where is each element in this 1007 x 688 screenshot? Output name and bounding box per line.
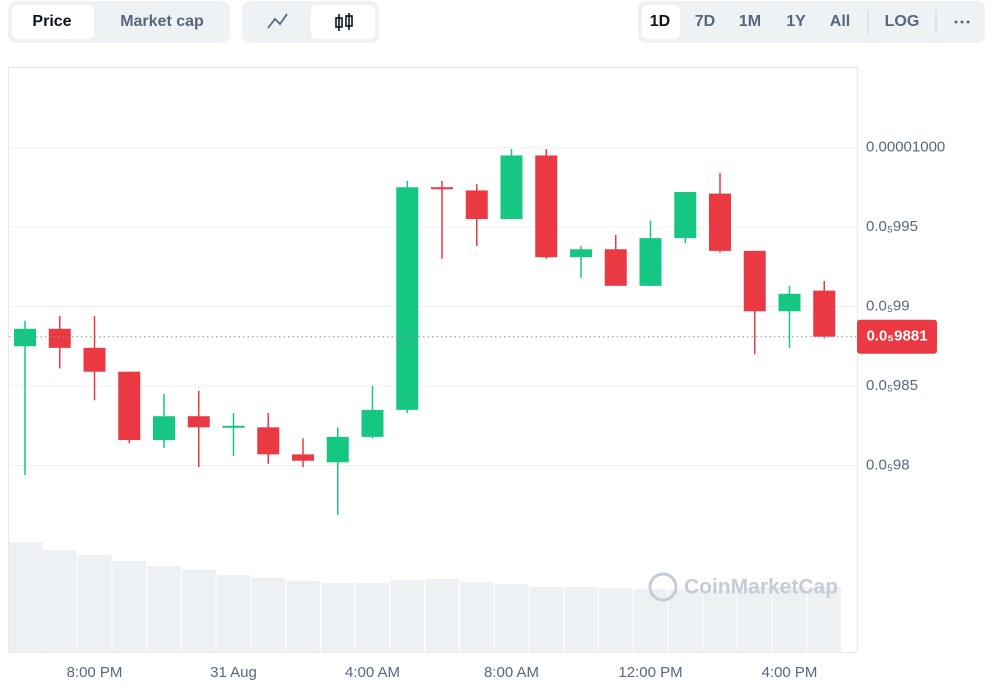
volume-bar xyxy=(9,542,43,652)
candle-body xyxy=(292,454,314,461)
range-active[interactable] xyxy=(642,5,680,39)
volume-bar xyxy=(668,590,703,652)
y-tick-label: 0.00001000 xyxy=(866,138,945,155)
tab-active[interactable] xyxy=(12,5,94,39)
frame xyxy=(8,67,858,653)
candle-body xyxy=(83,347,106,372)
volume-bar xyxy=(320,583,355,652)
volume-bar xyxy=(251,578,286,652)
current-price-label: 0.0₅9881 xyxy=(866,328,927,345)
volume-bar xyxy=(494,584,529,652)
candle-active[interactable] xyxy=(311,5,375,39)
volume-bar xyxy=(77,555,112,652)
volume-bar xyxy=(112,561,147,652)
candle-body xyxy=(778,293,801,312)
candle-body xyxy=(14,328,36,347)
candle-body xyxy=(674,192,697,239)
volume-bar xyxy=(147,566,181,652)
candle-body xyxy=(465,190,488,220)
volume-bar xyxy=(42,550,77,652)
candle-body xyxy=(709,193,731,251)
volume-bar xyxy=(459,582,494,652)
volume-bar xyxy=(355,583,390,652)
candle-body xyxy=(257,427,280,455)
x-tick-label: 4:00 PM xyxy=(762,664,818,681)
line-icon[interactable] xyxy=(267,13,288,29)
y-tick-label: 0.0₅995 xyxy=(866,218,918,235)
x-tick-label: 31 Aug xyxy=(210,664,257,681)
watermark-text: CoinMarketCap xyxy=(684,576,838,599)
volume-bar xyxy=(390,580,425,652)
range[interactable]: 7D xyxy=(695,13,715,30)
more-icon[interactable] xyxy=(954,20,970,24)
range-group xyxy=(638,1,985,43)
tab[interactable]: Price xyxy=(32,13,71,30)
range[interactable]: 1M xyxy=(739,13,761,30)
volume-bar xyxy=(633,589,668,652)
candle-body xyxy=(570,249,592,258)
volume-bar xyxy=(286,581,320,652)
volume-bar xyxy=(807,587,842,652)
y-tick-label: 0.0₅99 xyxy=(866,297,910,314)
y-tick-label: 0.0₅985 xyxy=(866,377,918,394)
candle-body xyxy=(222,425,245,428)
x-tick-label: 12:00 PM xyxy=(618,664,682,681)
candle-body xyxy=(813,290,836,337)
x-tick-label: 8:00 AM xyxy=(484,664,539,681)
x-tick-label: 8:00 PM xyxy=(67,664,123,681)
volume-bar xyxy=(425,579,459,652)
y-tick-label: 0.0₅98 xyxy=(866,456,910,473)
volume-bar xyxy=(772,587,807,652)
volume-bar xyxy=(598,588,633,652)
volume-bar xyxy=(216,575,251,652)
volume-bar xyxy=(529,587,564,652)
watermark: CoinMarketCap xyxy=(648,572,838,602)
volume-bar xyxy=(564,587,598,652)
x-tick-label: 4:00 AM xyxy=(345,664,400,681)
candle-body xyxy=(326,436,349,463)
volume-bar xyxy=(181,570,216,652)
candle-body xyxy=(187,416,210,428)
candle-body xyxy=(604,249,627,286)
range[interactable]: 1D xyxy=(650,13,670,30)
candle-body xyxy=(118,371,141,441)
volume-bar xyxy=(737,587,772,652)
candle-body xyxy=(639,238,662,286)
range[interactable]: All xyxy=(830,13,850,30)
candle-body xyxy=(743,250,766,312)
range[interactable]: 1Y xyxy=(786,13,806,30)
tab[interactable]: Market cap xyxy=(120,13,204,30)
candle-body xyxy=(396,187,419,410)
current-price-box xyxy=(857,319,937,354)
candle-body xyxy=(361,409,384,437)
candle-body xyxy=(535,155,558,258)
log-toggle[interactable]: LOG xyxy=(885,13,920,30)
candle-body xyxy=(48,328,71,348)
volume-bar xyxy=(703,590,737,652)
candle-body xyxy=(153,416,175,441)
candle-body xyxy=(500,155,523,220)
candle-body xyxy=(431,187,453,190)
candle-icon[interactable] xyxy=(335,13,353,31)
